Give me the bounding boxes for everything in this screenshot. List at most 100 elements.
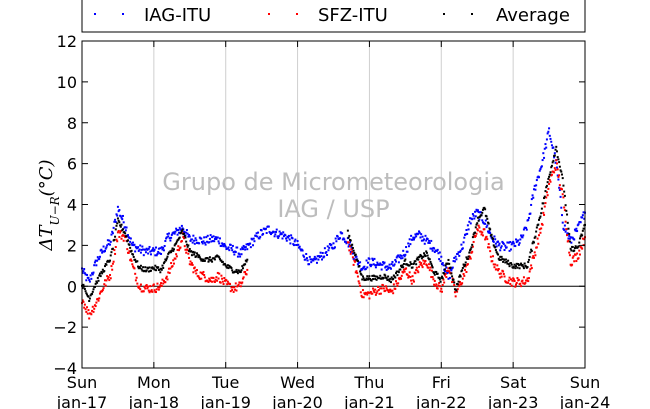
data-point <box>323 255 326 258</box>
data-point <box>547 130 550 133</box>
data-point <box>254 234 257 237</box>
data-point <box>356 263 359 266</box>
data-point <box>373 257 376 260</box>
data-point <box>578 237 581 240</box>
data-point <box>101 272 104 275</box>
data-point <box>530 248 533 251</box>
data-point <box>192 271 195 274</box>
data-point <box>238 253 241 256</box>
data-point <box>447 258 450 261</box>
data-point <box>455 258 458 261</box>
data-point <box>241 277 244 280</box>
data-point <box>102 287 105 290</box>
data-point <box>581 216 584 219</box>
data-point <box>558 188 561 191</box>
data-point <box>208 256 211 259</box>
data-point <box>363 265 366 268</box>
data-point <box>98 297 101 300</box>
data-point <box>173 244 176 247</box>
data-point <box>305 257 308 260</box>
data-point <box>85 292 88 295</box>
data-point <box>111 230 114 233</box>
data-point <box>453 281 456 284</box>
data-point <box>230 266 233 269</box>
data-point <box>245 273 248 276</box>
data-point <box>185 231 188 234</box>
data-point <box>400 277 403 280</box>
data-point <box>129 258 132 261</box>
data-point <box>525 227 528 230</box>
data-point <box>354 253 357 256</box>
data-point <box>215 238 218 241</box>
data-point <box>132 241 135 244</box>
data-point <box>433 247 436 250</box>
data-point <box>174 257 177 260</box>
data-point <box>143 269 146 272</box>
data-point <box>281 237 284 240</box>
data-point <box>390 276 393 279</box>
data-point <box>209 234 212 237</box>
data-point <box>359 270 362 273</box>
data-point <box>198 256 201 259</box>
data-point <box>464 261 467 264</box>
data-point <box>494 263 497 266</box>
data-point <box>112 260 115 263</box>
data-point <box>480 233 483 236</box>
data-point <box>109 274 112 277</box>
data-point <box>200 277 203 280</box>
data-point <box>509 278 512 281</box>
data-point <box>235 289 238 292</box>
data-point <box>539 168 542 171</box>
data-point <box>138 285 141 288</box>
data-point <box>101 250 104 253</box>
data-point <box>349 250 352 253</box>
data-point <box>374 264 377 267</box>
data-point <box>420 262 423 265</box>
x-tick-label-day: Thu <box>353 373 384 392</box>
data-point <box>497 267 500 270</box>
data-point <box>511 241 514 244</box>
data-point <box>414 260 417 263</box>
data-point <box>372 289 375 292</box>
data-point <box>109 277 112 280</box>
data-point <box>513 280 516 283</box>
series-average <box>81 145 586 302</box>
x-tick-label-day: Sat <box>500 373 526 392</box>
data-point <box>348 243 351 246</box>
data-point <box>547 177 550 180</box>
data-point <box>391 260 394 263</box>
data-point <box>571 256 574 259</box>
data-point <box>561 173 564 176</box>
data-point <box>446 269 449 272</box>
data-point <box>229 290 232 293</box>
data-point <box>115 213 118 216</box>
data-point <box>134 258 137 261</box>
data-point <box>139 283 142 286</box>
data-point <box>435 283 438 286</box>
data-point <box>499 276 502 279</box>
data-point <box>187 235 190 238</box>
data-point <box>148 266 151 269</box>
data-point <box>488 246 491 249</box>
data-point <box>404 253 407 256</box>
data-point <box>244 248 247 251</box>
data-point <box>395 256 398 259</box>
data-point <box>152 283 155 286</box>
data-point <box>504 244 507 247</box>
data-point <box>392 264 395 267</box>
data-point <box>459 249 462 252</box>
data-point <box>231 288 234 291</box>
data-point <box>540 207 543 210</box>
data-point <box>418 231 421 234</box>
data-point <box>159 284 162 287</box>
data-point <box>85 310 88 313</box>
data-point <box>104 247 107 250</box>
data-point <box>492 263 495 266</box>
data-point <box>429 260 432 263</box>
data-point <box>392 277 395 280</box>
data-point <box>185 240 188 243</box>
data-point <box>571 246 574 249</box>
data-point <box>532 256 535 259</box>
data-point <box>396 274 399 277</box>
data-point <box>492 237 495 240</box>
